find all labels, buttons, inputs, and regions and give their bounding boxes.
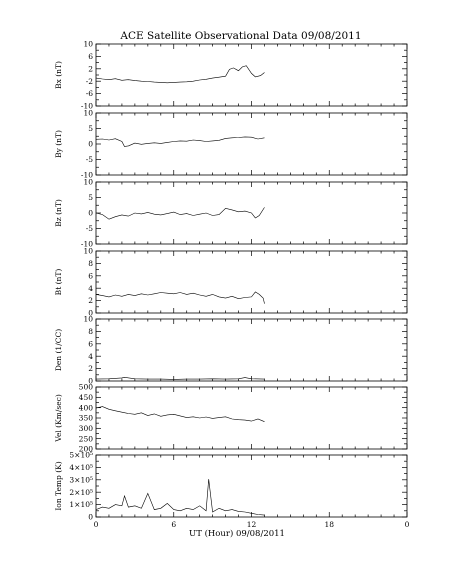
y-axis-label: Ion Temp (K)	[54, 461, 63, 510]
y-tick-label: 10	[83, 178, 93, 187]
series-line	[95, 136, 265, 147]
x-tick-label: 18	[324, 520, 334, 529]
y-axis-label: Vel (Km/sec)	[54, 394, 63, 443]
panel-1: 10 6 2 -2 -6 -10 Bx (nT)	[54, 40, 408, 111]
panels: 10 6 2 -2 -6 -10 Bx (nT) 10 5 0 -5 -10 By (nT) 10 5 0 -5…	[54, 40, 410, 529]
panel-2: 10 5 0 -5 -10 By (nT)	[54, 109, 408, 180]
y-tick-label: 10	[83, 109, 93, 118]
y-tick-label: 250	[79, 434, 94, 443]
y-tick-label: -10	[81, 171, 93, 180]
series-line	[95, 406, 265, 422]
y-tick-label: 10	[83, 40, 93, 49]
y-tick-label: 400	[79, 403, 94, 412]
series-line	[95, 291, 265, 304]
x-axis-label: UT (Hour) 09/08/2011	[189, 528, 285, 539]
panel-7: 5×10⁵ 4×10⁵ 3×10⁵ 2×10⁵ 1×10⁵ 0 Ion Temp (K)	[54, 451, 408, 522]
figure-title: ACE Satellite Observational Data 09/08/2…	[119, 30, 361, 42]
y-tick-label: 300	[79, 424, 94, 433]
y-tick-label: 500	[79, 383, 94, 392]
y-tick-label: 3×10⁵	[69, 475, 93, 484]
x-tick-label: 12	[247, 520, 257, 529]
y-tick-label: 4×10⁵	[69, 463, 93, 472]
y-tick-label: -10	[81, 240, 93, 249]
y-axis-label: By (nT)	[54, 130, 63, 158]
series-line	[95, 207, 265, 220]
y-tick-label: 10	[83, 247, 93, 256]
y-tick-label: 350	[79, 414, 94, 423]
panel-frame	[95, 318, 408, 382]
y-tick-label: 5×10⁵	[69, 451, 93, 460]
panel-frame	[95, 43, 408, 107]
panel-5: 10 8 6 4 2 0 Den (1/CC)	[54, 315, 408, 386]
y-tick-label: 10	[83, 315, 93, 324]
y-tick-label: 2	[88, 296, 93, 305]
y-tick-label: 8	[88, 259, 93, 268]
y-tick-label: 4	[88, 352, 93, 361]
panel-frame	[95, 454, 408, 518]
y-axis-label: Bt (nT)	[54, 269, 63, 296]
y-tick-label: 2×10⁵	[69, 488, 93, 497]
y-tick-label: 6	[88, 271, 93, 280]
panel-frame	[95, 386, 408, 450]
y-tick-label: 4	[88, 284, 93, 293]
y-tick-label: -6	[86, 89, 94, 98]
y-tick-label: 1×10⁵	[69, 500, 93, 509]
panel-4: 10 8 6 4 2 0 Bt (nT)	[54, 247, 408, 318]
y-tick-label: 5	[88, 124, 93, 133]
x-tick-label: 0	[405, 520, 410, 529]
y-tick-label: 5	[88, 193, 93, 202]
y-tick-label: 6	[88, 52, 93, 61]
y-tick-label: 0	[88, 140, 93, 149]
y-tick-label: 0	[88, 513, 93, 522]
y-axis-label: Bx (nT)	[54, 61, 63, 89]
y-tick-label: -10	[81, 102, 93, 111]
y-tick-label: -2	[86, 77, 94, 86]
x-tick-label: 0	[94, 520, 99, 529]
y-tick-label: 0	[88, 309, 93, 318]
series-line	[95, 65, 265, 84]
x-tick-label: 6	[171, 520, 176, 529]
y-tick-label: 6	[88, 339, 93, 348]
y-tick-label: -5	[86, 155, 94, 164]
y-tick-label: 450	[79, 393, 94, 402]
y-tick-label: 2	[88, 364, 93, 373]
y-tick-label: 2	[88, 64, 93, 73]
y-tick-label: 8	[88, 327, 93, 336]
y-axis-label: Den (1/CC)	[54, 329, 63, 371]
series-line	[95, 479, 265, 516]
y-axis-label: Bz (nT)	[54, 199, 63, 227]
y-tick-label: 0	[88, 209, 93, 218]
panel-frame	[95, 250, 408, 314]
y-tick-label: 0	[88, 377, 93, 386]
series-line	[95, 376, 265, 380]
panel-3: 10 5 0 -5 -10 Bz (nT)	[54, 178, 408, 249]
y-tick-label: -5	[86, 224, 94, 233]
y-tick-label: 200	[79, 445, 94, 454]
